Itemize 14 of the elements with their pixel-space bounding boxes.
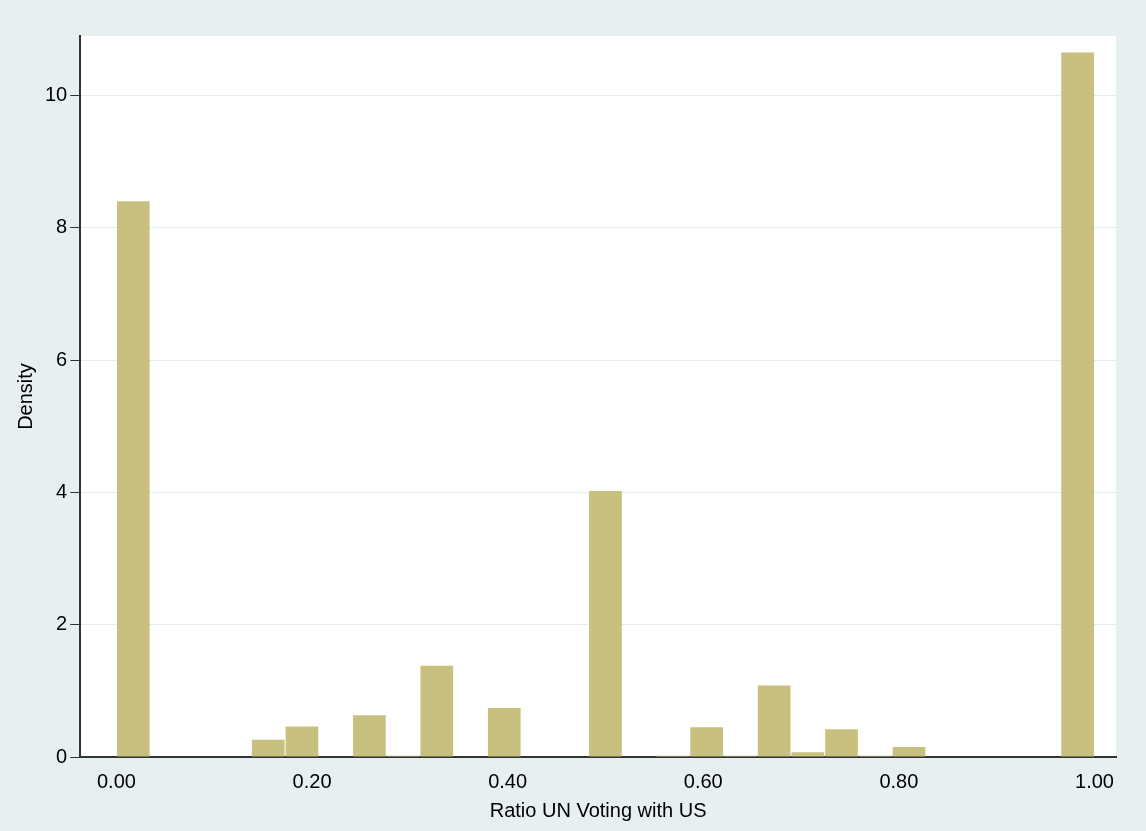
y-tick-label: 10 xyxy=(45,83,68,106)
x-tick-label: 0.40 xyxy=(488,769,528,792)
y-axis-title: Density xyxy=(13,363,36,430)
x-tick-label: 0.80 xyxy=(879,769,919,792)
y-tick-label: 2 xyxy=(56,612,68,635)
x-tick-label: 0.00 xyxy=(96,769,136,792)
x-tick-label: 0.20 xyxy=(292,769,332,792)
y-tick-label: 8 xyxy=(56,215,68,238)
y-tick-label: 4 xyxy=(56,479,68,502)
x-tick-label: 1.00 xyxy=(1075,769,1114,792)
x-tick-label: 0.60 xyxy=(683,769,723,792)
x-axis-title: Ratio UN Voting with US xyxy=(489,798,707,821)
y-tick-label: 0 xyxy=(56,744,68,767)
y-tick-label: 6 xyxy=(56,347,68,370)
